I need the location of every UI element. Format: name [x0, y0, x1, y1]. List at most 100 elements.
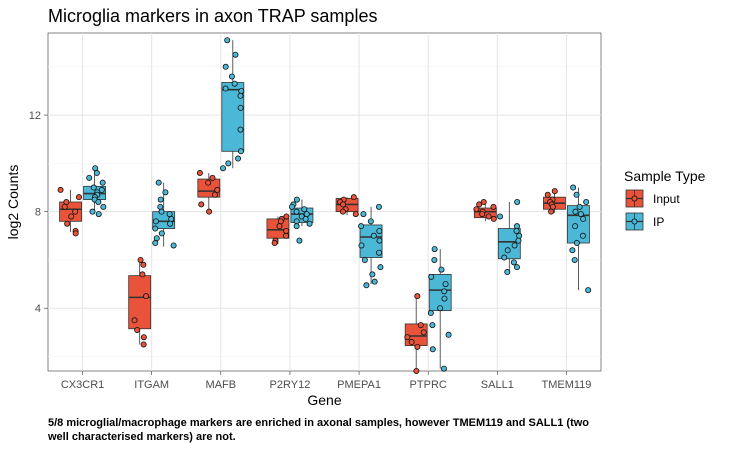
- data-point: [376, 227, 383, 234]
- data-point: [75, 194, 82, 201]
- data-point: [222, 85, 229, 92]
- figure-caption: 5/8 microglial/macrophage markers are en…: [48, 417, 590, 443]
- data-point: [497, 213, 504, 220]
- x-axis-title: Gene: [307, 392, 341, 408]
- data-point: [583, 198, 590, 205]
- data-point: [548, 208, 555, 215]
- data-point: [152, 240, 159, 247]
- data-point: [429, 346, 436, 353]
- data-point: [427, 310, 434, 317]
- data-point: [476, 201, 483, 208]
- chart-title: Microglia markers in axon TRAP samples: [48, 6, 377, 26]
- data-point: [220, 165, 227, 172]
- data-point: [153, 235, 160, 242]
- x-tick-label: ITGAM: [134, 379, 169, 391]
- data-point: [167, 220, 174, 227]
- data-point: [585, 287, 592, 294]
- data-point: [90, 184, 97, 191]
- data-point: [504, 269, 511, 276]
- data-point: [296, 237, 303, 244]
- legend-key-point: [631, 195, 638, 202]
- data-point: [225, 160, 232, 167]
- data-point: [235, 155, 242, 162]
- data-point: [361, 256, 368, 263]
- y-tick-label: 12: [29, 110, 41, 122]
- data-point: [283, 232, 290, 239]
- data-point: [283, 227, 290, 234]
- data-point: [237, 104, 244, 111]
- data-point: [367, 218, 374, 225]
- data-point: [408, 339, 415, 346]
- data-point: [480, 198, 487, 205]
- data-point: [570, 184, 577, 191]
- data-point: [293, 218, 300, 225]
- data-point: [95, 198, 102, 205]
- data-point: [442, 281, 449, 288]
- data-point: [339, 208, 346, 215]
- data-point: [544, 191, 551, 198]
- data-point: [501, 254, 508, 261]
- data-point: [440, 365, 447, 372]
- data-point: [301, 206, 308, 213]
- data-point: [131, 317, 138, 324]
- data-point: [68, 213, 75, 220]
- data-point: [511, 242, 518, 249]
- data-point: [206, 208, 213, 215]
- data-point: [152, 225, 159, 232]
- data-point: [158, 230, 165, 237]
- data-point: [420, 329, 427, 336]
- y-tick-label: 4: [35, 303, 41, 315]
- data-point: [157, 203, 164, 210]
- data-point: [579, 232, 586, 239]
- data-point: [431, 246, 438, 253]
- data-point: [222, 63, 229, 70]
- x-tick-label: MAFB: [206, 379, 237, 391]
- data-point: [158, 208, 165, 215]
- data-point: [238, 87, 245, 94]
- y-axis-title: log2 Counts: [5, 165, 21, 240]
- data-point: [293, 208, 300, 215]
- data-point: [376, 237, 383, 244]
- data-point: [514, 198, 521, 205]
- x-tick-label: SALL1: [481, 379, 514, 391]
- data-point: [162, 189, 169, 196]
- data-point: [98, 186, 105, 193]
- data-point: [293, 223, 300, 230]
- data-point: [237, 148, 244, 155]
- data-point: [198, 201, 205, 208]
- data-point: [168, 215, 175, 222]
- data-point: [277, 218, 284, 225]
- data-point: [61, 203, 68, 210]
- data-point: [166, 211, 173, 218]
- x-tick-label: PTPRC: [410, 379, 447, 391]
- data-point: [170, 242, 177, 249]
- legend-label-ip: IP: [653, 215, 664, 229]
- legend-key-point: [631, 218, 638, 225]
- data-point: [196, 170, 203, 177]
- data-point: [371, 278, 378, 285]
- box-ip: [428, 274, 452, 312]
- data-point: [143, 293, 150, 300]
- data-point: [551, 188, 558, 195]
- data-point: [72, 208, 79, 215]
- data-point: [363, 282, 370, 289]
- data-point: [302, 215, 309, 222]
- data-point: [64, 220, 71, 227]
- data-point: [473, 206, 480, 213]
- data-point: [428, 273, 435, 280]
- data-point: [576, 203, 583, 210]
- data-point: [293, 196, 300, 203]
- data-point: [139, 271, 146, 278]
- data-point: [549, 203, 556, 210]
- data-point: [99, 179, 106, 186]
- data-point: [376, 249, 383, 256]
- data-point: [157, 196, 164, 203]
- data-point: [441, 288, 448, 295]
- data-point: [429, 322, 436, 329]
- x-tick-label: TMEM119: [541, 379, 591, 391]
- data-point: [515, 237, 522, 244]
- data-point: [437, 305, 444, 312]
- data-point: [413, 367, 420, 374]
- data-point: [86, 174, 93, 181]
